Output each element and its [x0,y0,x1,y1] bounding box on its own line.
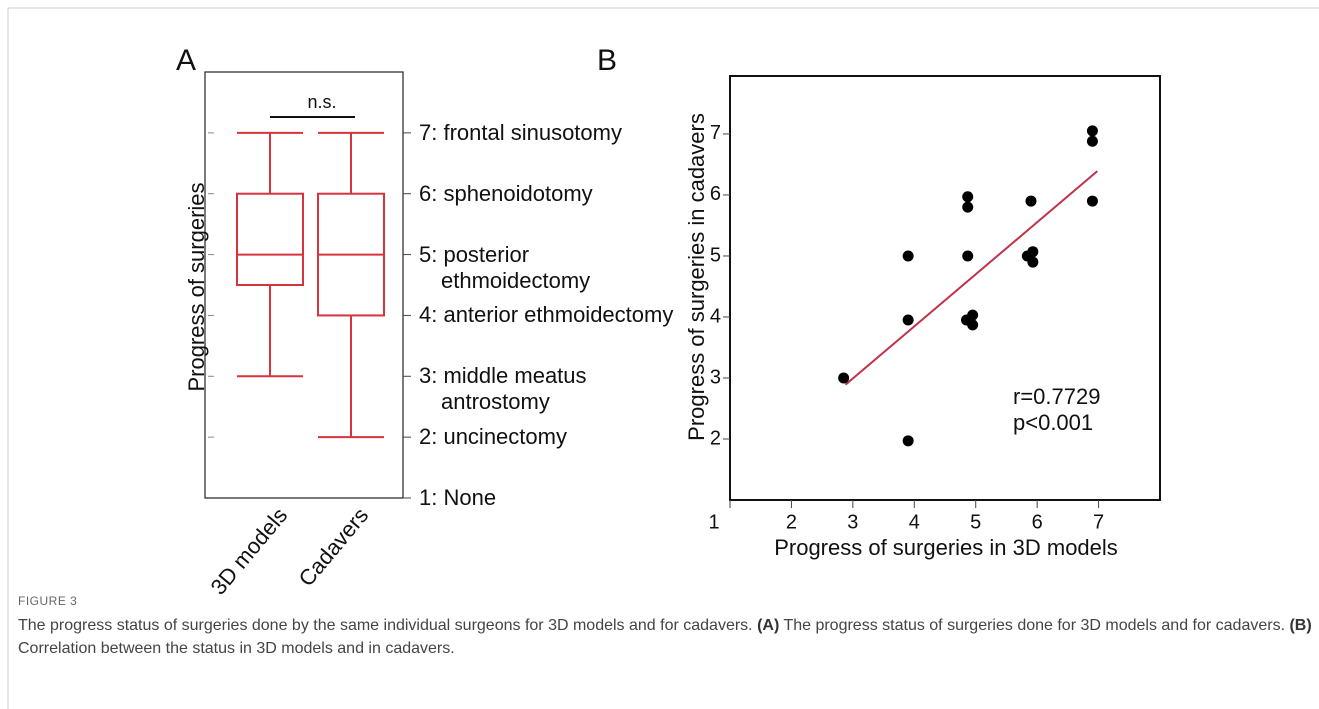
y-axis-label: Progress of surgeries [184,182,209,391]
significance-label: n.s. [307,92,336,112]
x-tick-label: 5 [970,511,981,533]
point [902,435,914,447]
y-tick-label: 5 [710,244,721,266]
point [1086,195,1098,207]
fit-line [844,170,1098,386]
point [1025,195,1037,207]
point [1086,135,1098,147]
annotation: p<0.001 [1013,410,1093,435]
y-tick-label: 7 [710,122,721,144]
y-tick-label: 3 [710,366,721,388]
point [902,250,914,262]
box [236,192,304,286]
plot-frame [729,75,1161,501]
x-tick-label: 2 [786,511,797,533]
x-tick-label: 4 [909,511,920,533]
x-tick-label: 6 [1032,511,1043,533]
point [967,309,979,321]
caption-part: (B) [1289,617,1312,634]
point [902,314,914,326]
y-tick-label: 7: frontal sinusotomy [419,119,622,145]
caption-part: (A) [757,617,780,634]
point [1027,246,1039,258]
caption-part: The progress status of surgeries done fo… [779,617,1290,634]
plot-frame [204,71,404,499]
point [1027,256,1039,268]
y-tick-label: 2 [710,427,721,449]
x-tick-label: 3 [847,511,858,533]
annotation: r=0.7729 [1013,384,1100,409]
y-tick-label: 4 [710,305,721,327]
x-tick-label: Cadavers [294,503,374,591]
caption-part: Correlation between the status in 3D mod… [18,640,455,657]
x-tick-label: 1 [708,511,719,533]
point [962,201,974,213]
panel-label: B [597,44,617,77]
y-tick-label: 3: middle meatus antrostomy [419,363,587,415]
y-tick-label: 2: uncinectomy [419,424,567,450]
y-tick-label: 5: posterior ethmoidectomy [419,241,591,293]
y-tick-label: 6: sphenoidotomy [419,180,593,206]
y-axis-label: Progress of surgeries in cadavers [684,113,709,441]
y-tick-label: 6 [710,183,721,205]
y-tick-label: 1: None [419,485,497,510]
figure-label: FIGURE 3 [18,594,78,608]
x-tick-label: 7 [1093,511,1104,533]
caption-part: The progress status of surgeries done by… [18,617,758,634]
y-tick-label: 4: anterior ethmoidectomy [419,302,674,328]
point [1086,125,1098,137]
point [838,372,850,384]
x-axis-label: Progress of surgeries in 3D models [774,535,1118,560]
point [967,319,979,331]
x-tick-label: 3D models [206,503,293,600]
point [962,250,974,262]
caption: The progress status of surgeries done by… [18,614,1313,660]
panel-label: A [176,44,196,77]
point [962,191,974,203]
